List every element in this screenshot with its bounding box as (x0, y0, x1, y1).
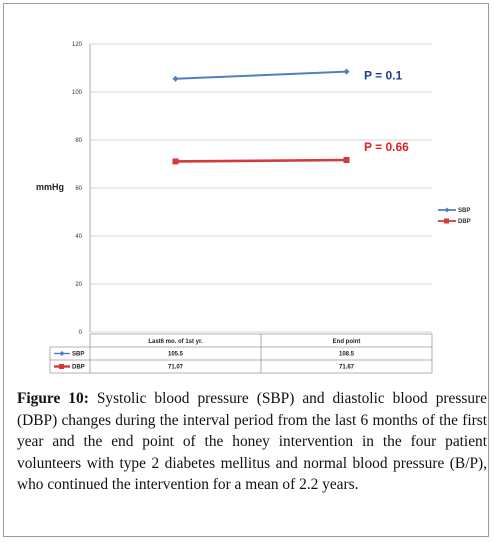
gridlines (89, 43, 432, 333)
table-value: 71.67 (339, 365, 355, 371)
y-tick-label: 80 (75, 138, 82, 144)
y-axis-label: mmHg (36, 182, 64, 192)
chart: 0 20 40 60 80 100 120 mmHg P = 0.1 P = 0.66 SBP… (36, 42, 471, 374)
data-point (172, 158, 179, 165)
y-tick-label: 100 (72, 90, 83, 96)
legend-item-sbp: SBP (438, 207, 470, 214)
table-series-name: SBP (72, 352, 84, 358)
legend-label: SBP (458, 208, 470, 214)
y-tick-labels: 0 20 40 60 80 100 120 (72, 42, 83, 336)
series-line (175, 158, 347, 163)
figure-frame: 0 20 40 60 80 100 120 mmHg P = 0.1 P = 0.66 SBP… (3, 3, 489, 537)
y-tick-label: 60 (75, 186, 82, 192)
table-category-label: End point (333, 339, 361, 345)
table-legend-marker (59, 364, 64, 369)
data-point (343, 156, 350, 163)
legend-label: DBP (458, 219, 471, 225)
y-tick-label: 40 (75, 234, 82, 240)
p-value-annotation: P = 0.66 (364, 140, 409, 154)
table-value: 71.07 (168, 365, 184, 371)
series-dbp (172, 156, 350, 165)
table-row-dbp: DBP 71.07 71.67 (54, 364, 355, 371)
y-tick-label: 120 (72, 42, 83, 48)
series-lines (172, 68, 350, 165)
data-table: Last6 mo. of 1st yr. End point SBP 105.5 108… (49, 333, 433, 374)
table-category-label: Last6 mo. of 1st yr. (148, 339, 203, 345)
table-row-sbp: SBP 105.5 108.5 (54, 351, 355, 358)
legend: SBP DBP (438, 207, 471, 225)
table-value: 105.5 (168, 352, 184, 358)
caption-label: Figure 10: (17, 390, 89, 407)
data-point (343, 68, 350, 75)
figure-caption: Figure 10: Systolic blood pressure (SBP)… (17, 388, 487, 496)
series-sbp (172, 68, 350, 82)
y-tick-label: 20 (75, 282, 82, 288)
table-value: 108.5 (339, 352, 355, 358)
caption-text: Systolic blood pressure (SBP) and diasto… (17, 390, 488, 493)
series-line (175, 70, 347, 80)
table-series-name: DBP (72, 365, 85, 371)
p-value-annotation: P = 0.1 (364, 69, 402, 83)
legend-swatch-marker (444, 207, 450, 213)
annotations: P = 0.1 P = 0.66 (364, 69, 409, 154)
legend-item-dbp: DBP (438, 218, 471, 225)
y-tick-label: 0 (79, 330, 83, 336)
legend-swatch-marker (444, 218, 449, 224)
table-legend-marker (59, 351, 65, 356)
data-point (172, 75, 179, 82)
